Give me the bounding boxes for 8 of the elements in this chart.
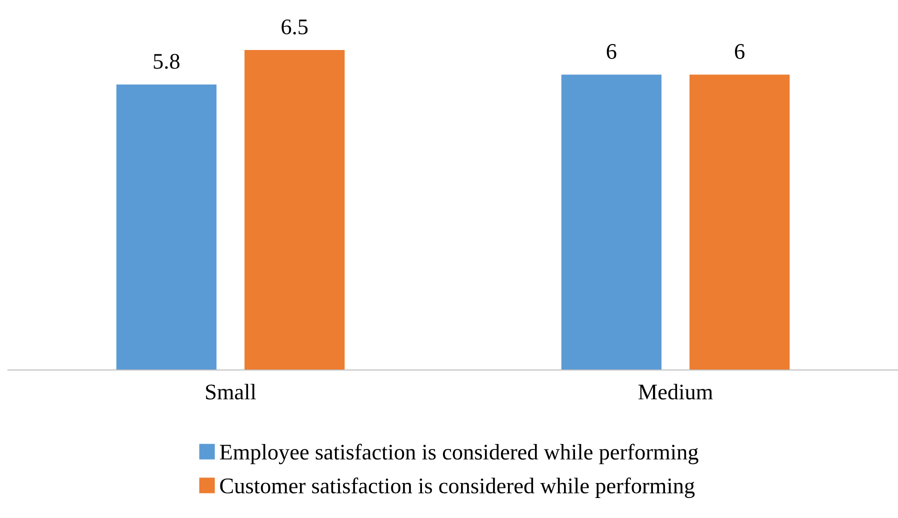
data-label: 6 xyxy=(606,44,616,59)
legend-label: Employee satisfaction is considered while performing xyxy=(220,444,698,464)
data-label: 5.8 xyxy=(154,54,180,69)
data-label: 6 xyxy=(734,44,744,59)
x-tick-label: Small xyxy=(206,384,256,400)
x-tick-label: Medium xyxy=(638,384,713,400)
legend-label: Customer satisfaction is considered while performing xyxy=(220,478,695,498)
data-label: 6.5 xyxy=(282,19,308,34)
